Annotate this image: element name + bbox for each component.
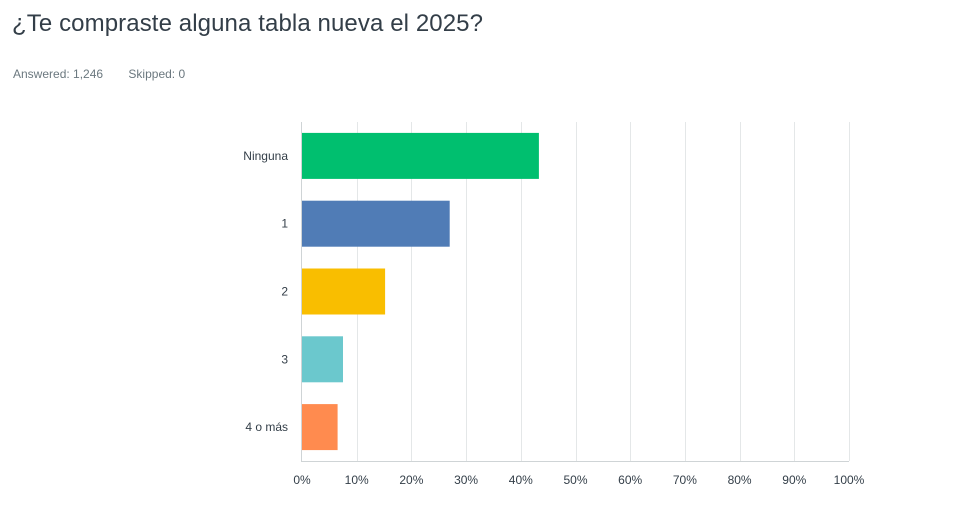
bar-5 (302, 404, 338, 451)
x-tick-label-50: 50% (563, 473, 587, 487)
bar-2 (302, 200, 450, 247)
x-tick-label-100: 100% (834, 473, 865, 487)
category-label-5: 4 o más (245, 420, 288, 434)
response-stats: Answered: 1,246 Skipped: 0 (13, 67, 185, 81)
category-label-2: 1 (281, 217, 288, 231)
x-tick-label-10: 10% (345, 473, 369, 487)
bar-4 (302, 336, 343, 383)
bar-3 (302, 268, 386, 315)
bar-1 (302, 132, 539, 179)
x-tick-label-60: 60% (618, 473, 642, 487)
category-label-4: 3 (281, 352, 288, 366)
x-tick-label-90: 90% (782, 473, 806, 487)
x-tick-label-40: 40% (509, 473, 533, 487)
x-tick-label-70: 70% (673, 473, 697, 487)
x-tick-label-0: 0% (293, 473, 311, 487)
skipped-count: 0 (178, 67, 186, 81)
answered-count: 1,246 (73, 67, 104, 81)
x-tick-label-30: 30% (454, 473, 478, 487)
category-label-1: Ninguna (243, 149, 288, 163)
category-label-3: 2 (281, 285, 288, 299)
x-tick-label-80: 80% (728, 473, 752, 487)
question-title: ¿Te compraste alguna tabla nueva el 2025… (12, 10, 484, 37)
skipped-label: Skipped: (128, 67, 176, 81)
x-tick-label-20: 20% (399, 473, 423, 487)
answered-label: Answered: (13, 67, 70, 81)
